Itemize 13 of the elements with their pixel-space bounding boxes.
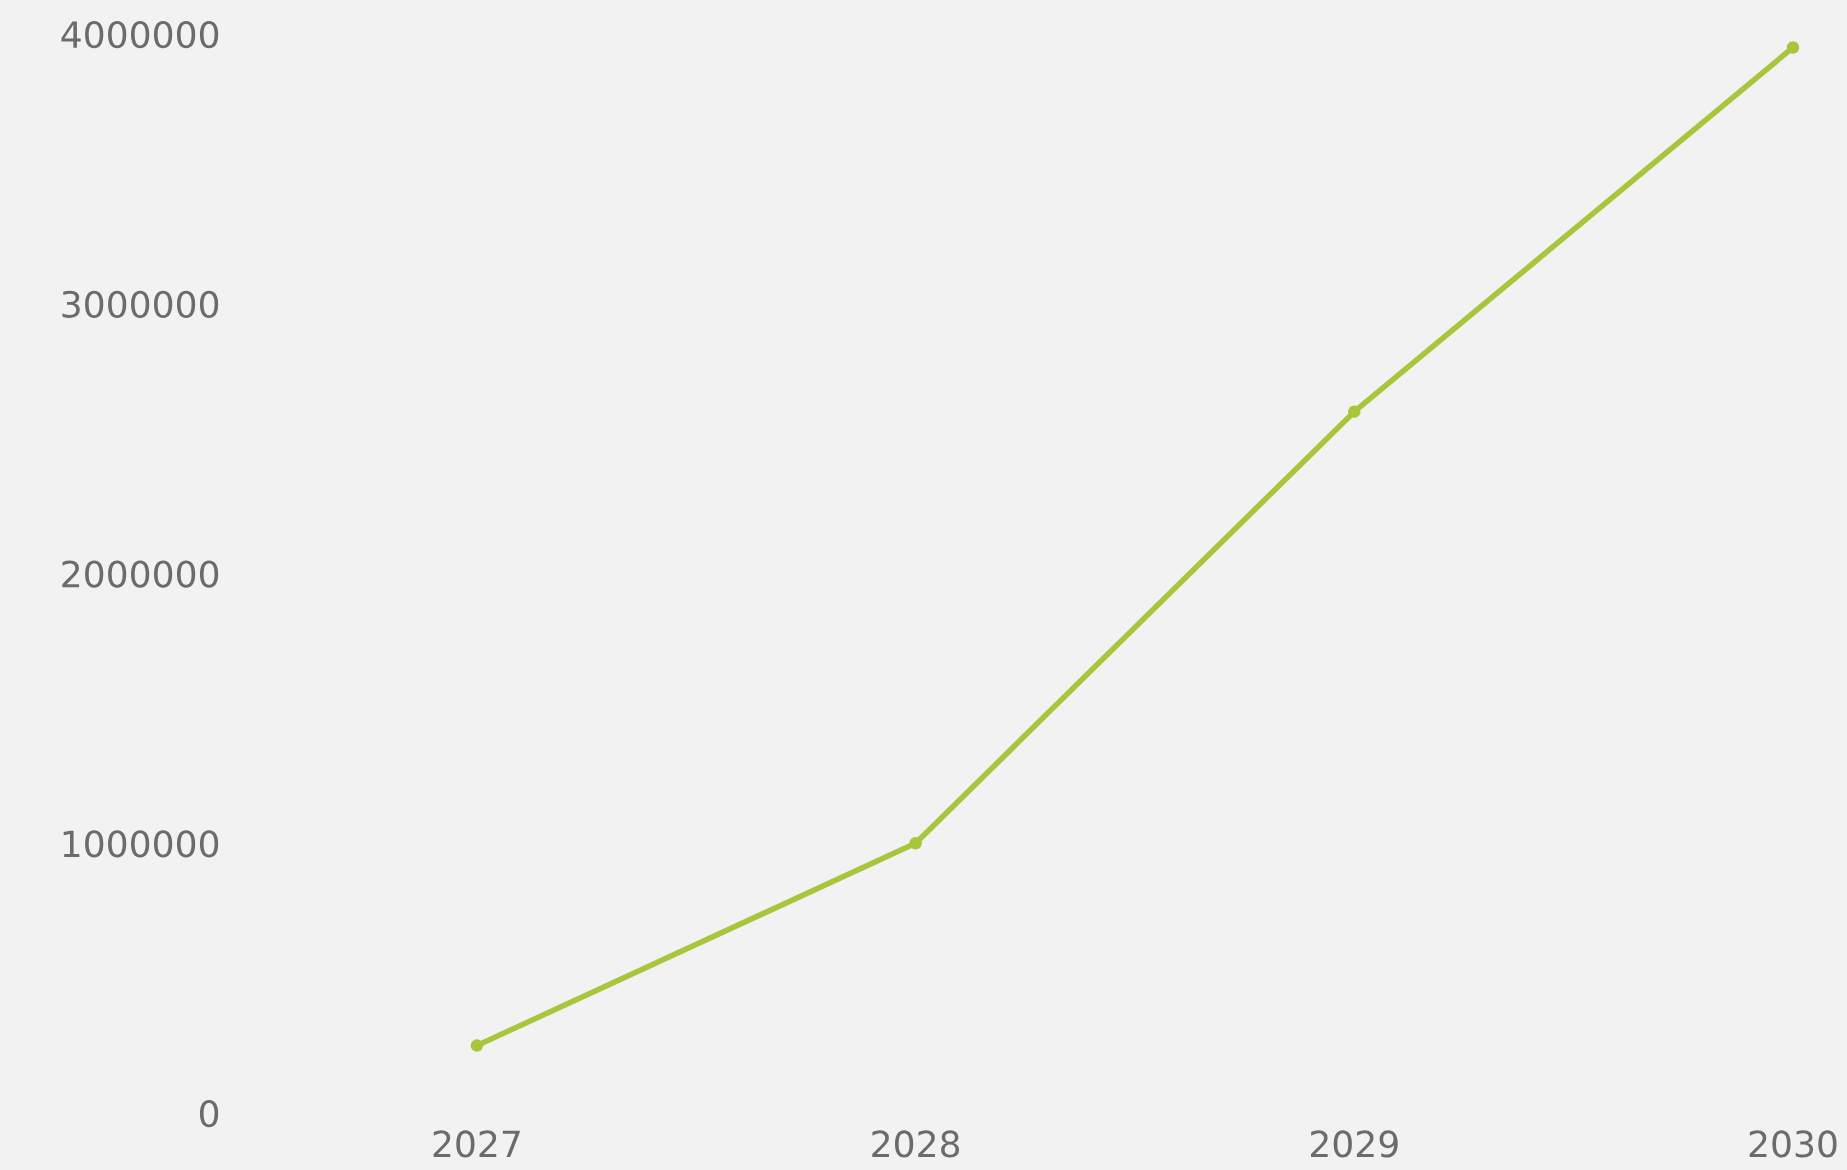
point bbox=[1348, 405, 1361, 418]
y-tick-label: 1000000 bbox=[63, 830, 219, 858]
x-tick-label: 2027 bbox=[433, 1130, 520, 1158]
x-tick-label: 2029 bbox=[1310, 1130, 1398, 1158]
x-tick-label: 2028 bbox=[872, 1130, 960, 1158]
y-tick-label: 3000000 bbox=[62, 290, 219, 318]
y-tick-label: 4000000 bbox=[61, 20, 219, 49]
point bbox=[909, 836, 922, 850]
point bbox=[470, 1039, 484, 1052]
x-tick-label: 2030 bbox=[1749, 1130, 1837, 1158]
y-tick-label: 0 bbox=[199, 1099, 219, 1128]
y-tick-label: 2000000 bbox=[62, 560, 219, 588]
point bbox=[1786, 41, 1800, 54]
